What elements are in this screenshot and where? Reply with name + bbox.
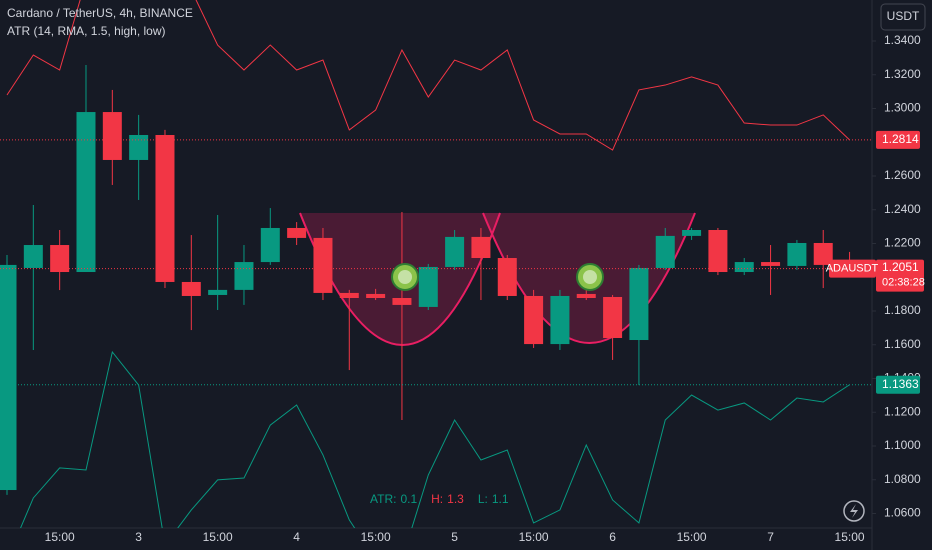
x-tick-label: 15:00	[45, 530, 75, 544]
symbol-label: ADAUSDT	[826, 263, 879, 275]
y-tick-label: 1.3400	[884, 33, 921, 47]
readout-label: L:	[478, 492, 488, 506]
candle-body	[682, 229, 702, 236]
candle-body	[129, 134, 149, 160]
readout-label: ATR:	[370, 492, 396, 506]
readout-value: 1.3	[447, 492, 464, 506]
readout-value: 1.1	[492, 492, 509, 506]
y-tick-label: 1.1800	[884, 303, 921, 317]
candle-body	[0, 264, 17, 491]
candle-body	[155, 134, 175, 282]
y-tick-label: 1.3200	[884, 67, 921, 81]
candle-body	[287, 227, 307, 238]
candle-body	[813, 242, 833, 265]
candle-body	[418, 266, 438, 307]
y-tick-label: 1.2200	[884, 236, 921, 250]
x-tick-label: 3	[135, 530, 142, 544]
price-tag-label: 1.1363	[882, 377, 919, 391]
currency-button[interactable]	[880, 3, 926, 31]
x-tick-label: 15:00	[361, 530, 391, 544]
candle-body	[471, 236, 491, 259]
candle-body	[550, 295, 570, 345]
x-tick-label: 5	[451, 530, 458, 544]
symbol-tag	[829, 259, 876, 278]
price-tag-label: 1.2814	[882, 132, 919, 146]
readout-label: H:	[431, 492, 443, 506]
lightning-icon[interactable]	[850, 504, 858, 518]
price-tag	[876, 259, 924, 292]
icons	[391, 263, 604, 291]
candle-body	[708, 229, 728, 273]
candle-body	[603, 296, 623, 338]
x-tick-label: 4	[293, 530, 300, 544]
x-tick-label: 15:00	[203, 530, 233, 544]
y-tick-label: 1.1200	[884, 404, 921, 418]
readout-value: 0.1	[400, 492, 417, 506]
candle-body	[208, 289, 228, 295]
melon-icon	[583, 270, 597, 284]
x-tick-label: 7	[767, 530, 774, 544]
candle-body	[234, 262, 254, 290]
candle-body	[366, 293, 386, 299]
x-tick-label: 15:00	[677, 530, 707, 544]
candle-body	[734, 262, 754, 273]
candle-body	[102, 112, 122, 160]
y-tick-label: 1.3000	[884, 101, 921, 115]
y-tick-label: 1.2400	[884, 202, 921, 216]
y-tick-label: 1.1600	[884, 337, 921, 351]
y-tick-label: 1.1000	[884, 438, 921, 452]
candle-body	[50, 245, 70, 273]
x-tick-label: 15:00	[835, 530, 865, 544]
chart-title: Cardano / TetherUS, 4h, BINANCE	[7, 6, 193, 20]
melon-icon	[398, 270, 412, 284]
x-tick-label: 15:00	[519, 530, 549, 544]
candle-body	[260, 227, 280, 263]
x-tick-label: 6	[609, 530, 616, 544]
candle-body	[76, 112, 96, 273]
lightning-button[interactable]	[843, 500, 865, 522]
y-tick-label: 1.2600	[884, 168, 921, 182]
candle-body	[497, 258, 517, 296]
candle-body	[787, 242, 807, 266]
candle-body	[181, 281, 201, 296]
candle-body	[655, 235, 675, 268]
price-tag	[876, 375, 920, 394]
candle-body	[392, 298, 412, 305]
y-tick-label: 1.0800	[884, 472, 921, 486]
price-tag	[876, 130, 920, 149]
indicator-title: ATR (14, RMA, 1.5, high, low)	[7, 24, 166, 38]
band-line	[6, 0, 850, 151]
plot	[0, 0, 872, 528]
candle-body	[761, 262, 781, 266]
countdown: 02:38:28	[882, 277, 925, 289]
candle-body	[524, 295, 544, 345]
candle-body	[313, 237, 333, 293]
candle-body	[339, 292, 359, 299]
candle-body	[445, 236, 465, 267]
candle-body	[629, 267, 649, 341]
price-tag-label: 1.2051	[882, 260, 919, 274]
candle-body	[576, 293, 596, 299]
y-tick-label: 1.0600	[884, 506, 921, 520]
band-line	[20, 350, 850, 528]
candle-body	[23, 245, 43, 268]
currency-label[interactable]: USDT	[887, 9, 920, 23]
